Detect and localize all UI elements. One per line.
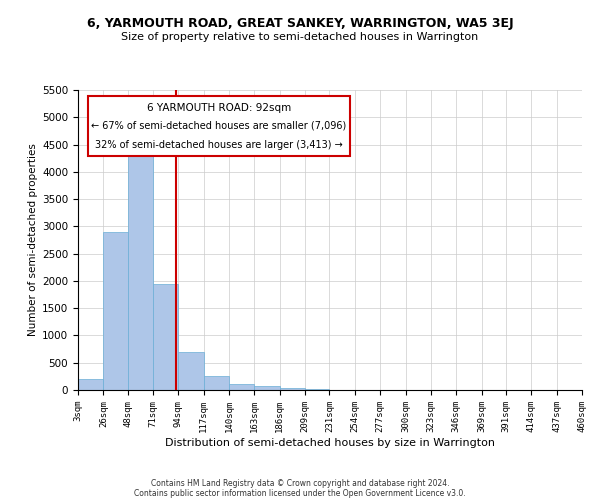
- Bar: [103, 232, 128, 390]
- Text: ← 67% of semi-detached houses are smaller (7,096): ← 67% of semi-detached houses are smalle…: [91, 121, 347, 131]
- Bar: [204, 376, 229, 390]
- X-axis label: Distribution of semi-detached houses by size in Warrington: Distribution of semi-detached houses by …: [165, 438, 495, 448]
- Text: Contains HM Land Registry data © Crown copyright and database right 2024.: Contains HM Land Registry data © Crown c…: [151, 478, 449, 488]
- Bar: [305, 389, 329, 390]
- Text: Size of property relative to semi-detached houses in Warrington: Size of property relative to semi-detach…: [121, 32, 479, 42]
- Bar: [128, 151, 153, 390]
- FancyBboxPatch shape: [88, 96, 350, 156]
- Bar: [229, 384, 254, 390]
- Text: 6, YARMOUTH ROAD, GREAT SANKEY, WARRINGTON, WA5 3EJ: 6, YARMOUTH ROAD, GREAT SANKEY, WARRINGT…: [86, 18, 514, 30]
- Text: Contains public sector information licensed under the Open Government Licence v3: Contains public sector information licen…: [134, 488, 466, 498]
- Text: 32% of semi-detached houses are larger (3,413) →: 32% of semi-detached houses are larger (…: [95, 140, 343, 150]
- Bar: [280, 388, 305, 390]
- Bar: [178, 352, 204, 390]
- Bar: [78, 379, 103, 390]
- Y-axis label: Number of semi-detached properties: Number of semi-detached properties: [28, 144, 38, 336]
- Bar: [254, 386, 280, 390]
- Bar: [153, 284, 178, 390]
- Text: 6 YARMOUTH ROAD: 92sqm: 6 YARMOUTH ROAD: 92sqm: [147, 103, 291, 113]
